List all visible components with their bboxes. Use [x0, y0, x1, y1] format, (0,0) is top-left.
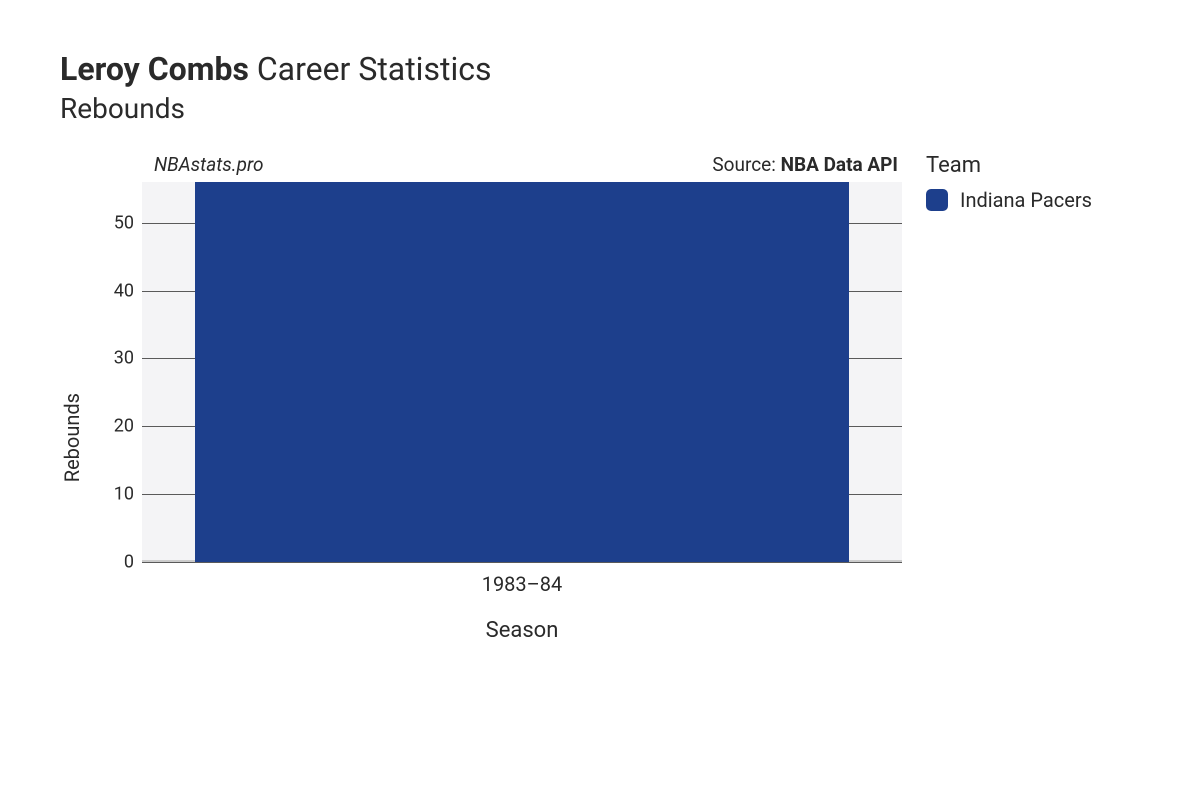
top-annotations: NBAstats.pro Source: NBA Data API — [94, 153, 902, 182]
legend: Team Indiana Pacers — [926, 153, 1092, 643]
y-tick-label: 20 — [114, 416, 134, 437]
plot-area — [142, 182, 902, 562]
metric-subtitle: Rebounds — [60, 92, 1140, 125]
y-tick-label: 30 — [114, 348, 134, 369]
y-tick-label: 0 — [124, 552, 134, 573]
legend-item: Indiana Pacers — [926, 188, 1092, 212]
legend-swatch — [926, 189, 948, 211]
x-ticks: 1983–84 — [142, 562, 902, 596]
chart-wrap: Rebounds NBAstats.pro Source: NBA Data A… — [60, 153, 1140, 643]
legend-label: Indiana Pacers — [960, 188, 1092, 212]
bar — [195, 182, 849, 562]
site-tag: NBAstats.pro — [154, 153, 264, 176]
title-suffix: Career Statistics — [257, 50, 492, 88]
y-tick-label: 10 — [114, 484, 134, 505]
source-annotation: Source: NBA Data API — [712, 153, 898, 176]
plot-row: 01020304050 — [94, 182, 902, 562]
plot-column: NBAstats.pro Source: NBA Data API 0 10 20 3… — [94, 153, 902, 643]
legend-title: Team — [926, 153, 1092, 178]
page-title: Leroy Combs Career Statistics — [60, 50, 1140, 88]
chart-container: Leroy Combs Career Statistics Rebounds R… — [0, 0, 1200, 683]
grid-line — [142, 562, 902, 563]
y-tick-label: 40 — [114, 280, 134, 301]
x-axis-label: Season — [142, 596, 902, 643]
y-tick-label: 50 — [114, 212, 134, 233]
source-label: Source: — [712, 153, 780, 176]
y-ticks: 01020304050 — [94, 182, 142, 562]
x-tick-label: 1983–84 — [482, 572, 563, 596]
y-axis-label: Rebounds — [60, 313, 84, 482]
legend-items: Indiana Pacers — [926, 188, 1092, 212]
source-name: NBA Data API — [781, 153, 898, 176]
player-name: Leroy Combs — [60, 50, 249, 88]
